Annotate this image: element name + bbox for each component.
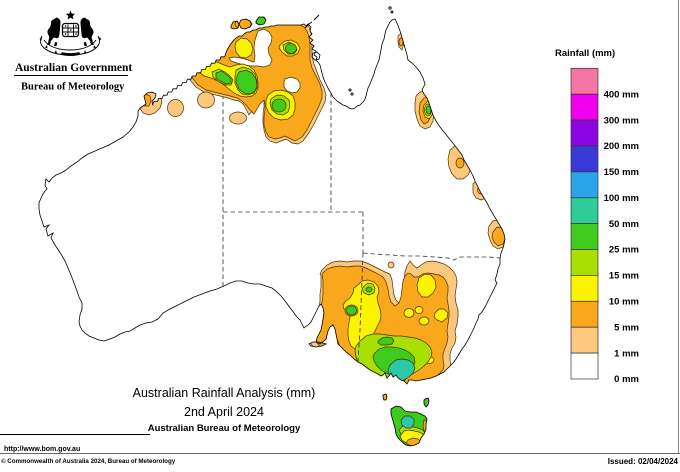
svg-text:0 mm: 0 mm: [614, 374, 639, 385]
svg-text:5 mm: 5 mm: [614, 322, 639, 333]
svg-text:Australian Bureau of Meteorolo: Australian Bureau of Meteorology: [148, 423, 301, 434]
svg-text:50 mm: 50 mm: [609, 219, 639, 230]
svg-text:Issued: 02/04/2024: Issued: 02/04/2024: [608, 457, 679, 466]
svg-text:25 mm: 25 mm: [609, 245, 639, 256]
svg-text:15 mm: 15 mm: [609, 271, 639, 282]
svg-text:200 mm: 200 mm: [604, 141, 639, 152]
svg-text:© Commonwealth of Australia 20: © Commonwealth of Australia 2024, Bureau…: [1, 458, 176, 465]
svg-text:300 mm: 300 mm: [604, 115, 639, 126]
svg-text:100 mm: 100 mm: [604, 193, 639, 204]
svg-text:1 mm: 1 mm: [614, 348, 639, 359]
svg-text:2nd April 2024: 2nd April 2024: [184, 405, 264, 419]
svg-text:150 mm: 150 mm: [604, 167, 639, 178]
svg-text:http://www.bom.gov.au: http://www.bom.gov.au: [4, 446, 80, 453]
svg-text:400 mm: 400 mm: [604, 89, 639, 100]
svg-text:Australian Rainfall Analysis (: Australian Rainfall Analysis (mm): [133, 386, 316, 400]
svg-text:Australian Government: Australian Government: [15, 62, 132, 74]
svg-text:10 mm: 10 mm: [609, 297, 639, 308]
svg-text:Rainfall (mm): Rainfall (mm): [555, 48, 615, 59]
svg-text:Bureau of Meteorology: Bureau of Meteorology: [21, 82, 125, 93]
